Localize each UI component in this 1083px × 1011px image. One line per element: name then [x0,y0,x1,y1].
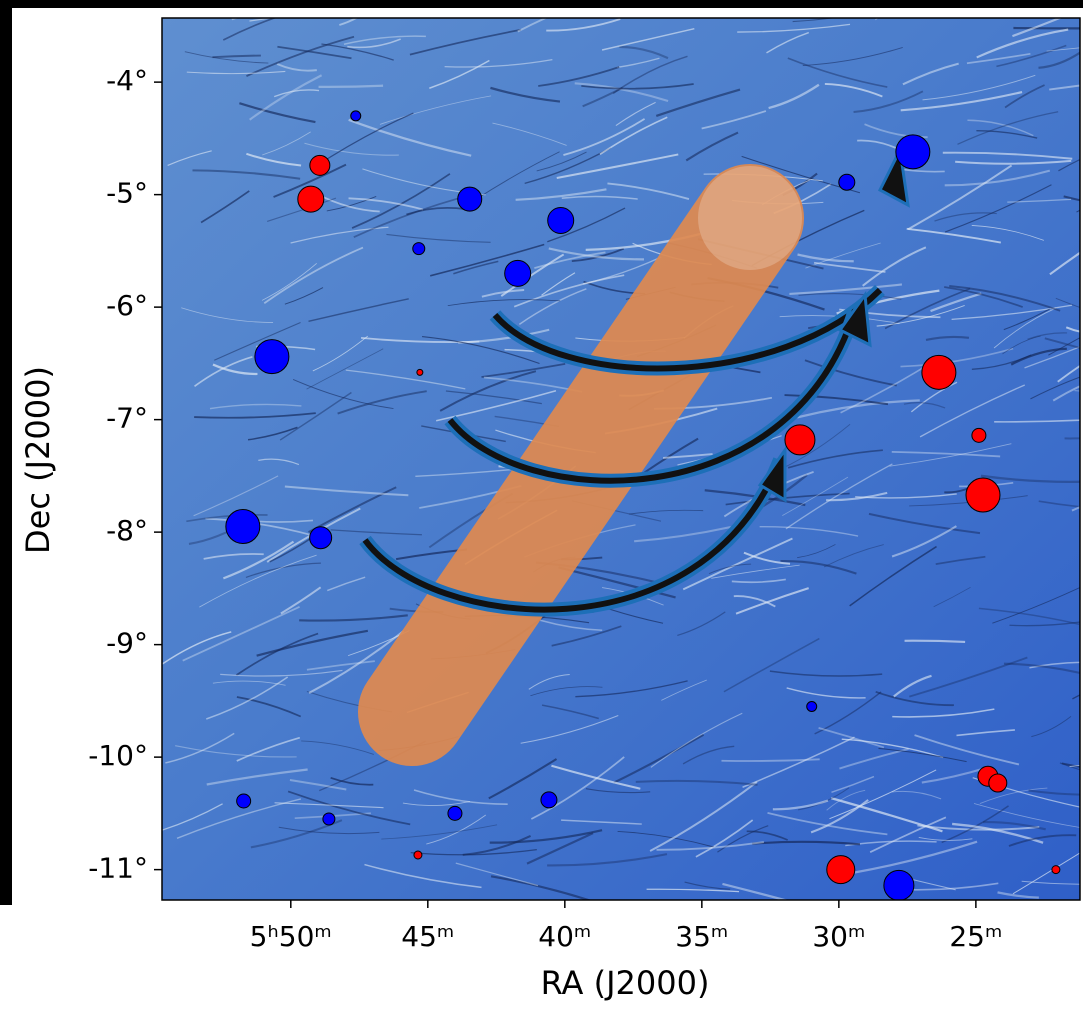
x-tick-label: 25ᵐ [949,920,1002,953]
point [807,702,817,712]
y-tick-label: -10° [88,739,148,772]
frame-left [0,0,12,905]
point [827,856,855,884]
point [414,851,422,859]
point [896,135,930,169]
point [989,774,1007,792]
point [310,155,330,175]
point [972,428,986,442]
y-tick-label: -7° [106,402,148,435]
point [417,369,423,375]
y-axis-label: Dec (J2000) [19,366,57,554]
point [237,794,251,808]
point [922,355,956,389]
y-tick-label: -9° [106,627,148,660]
y-tick-label: -8° [106,514,148,547]
point [448,806,462,820]
y-tick-label: -6° [106,289,148,322]
point [298,186,324,212]
x-tick-label: 45ᵐ [401,920,454,953]
x-tick-label: 35ᵐ [675,920,728,953]
frame-top [0,0,1083,8]
y-tick-label: -5° [106,177,148,210]
x-axis-label: RA (J2000) [541,964,710,1002]
point [310,527,332,549]
point [351,111,361,121]
point [255,340,289,374]
x-tick-label: 30ᵐ [812,920,865,953]
point [548,208,574,234]
point [839,174,855,190]
point [505,260,531,286]
streak [319,86,384,87]
point [226,510,260,544]
point [541,792,557,808]
point [323,813,335,825]
x-tick-label: 40ᵐ [538,920,591,953]
figure: 5ʰ50ᵐ 45ᵐ 40ᵐ 35ᵐ 30ᵐ 25ᵐ -4° -5° -6° -7° -8° -9° -1… [0,0,1083,1011]
map [162,0,1083,916]
x-tick-label: 5ʰ50ᵐ [250,920,332,953]
point [458,187,482,211]
point [785,425,815,455]
y-tick-label: -4° [106,64,148,97]
y-tick-label: -11° [88,852,148,885]
streak [905,641,966,642]
point [884,870,914,900]
point [413,243,425,255]
cylinder-cap [698,166,802,270]
point [966,478,1000,512]
point [1052,866,1060,874]
